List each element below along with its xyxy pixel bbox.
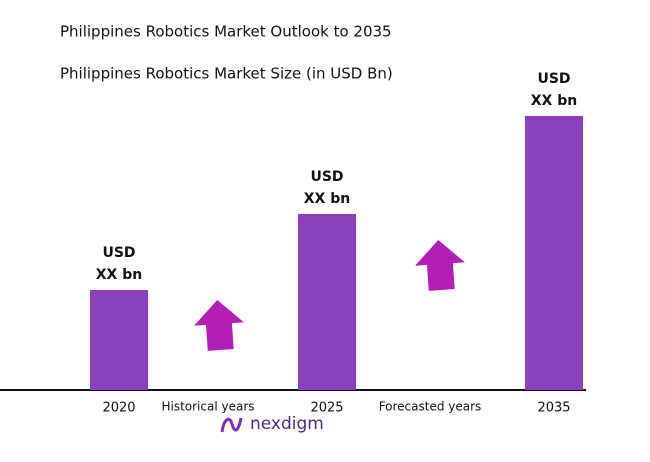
- bar-annotation: USD: [537, 71, 570, 87]
- bar: [90, 290, 148, 390]
- bar: [525, 116, 583, 390]
- x-tick-label: 2025: [310, 401, 343, 416]
- bar: [298, 214, 356, 390]
- logo: nexdigm: [220, 414, 324, 434]
- growth-arrow: [193, 300, 244, 351]
- x-tick-label: 2020: [102, 401, 135, 416]
- bar-annotation: USD: [102, 245, 135, 261]
- period-label: Forecasted years: [379, 400, 482, 414]
- chart-title: Philippines Robotics Market Outlook to 2…: [60, 23, 392, 41]
- bar-annotation: XX bn: [96, 267, 142, 283]
- bar-annotation: XX bn: [531, 93, 577, 109]
- logo-text: nexdigm: [250, 414, 324, 434]
- x-tick-label: 2035: [537, 401, 570, 416]
- period-label: Historical years: [161, 400, 254, 414]
- chart-subtitle: Philippines Robotics Market Size (in USD…: [60, 65, 393, 83]
- bar-annotation: USD: [310, 169, 343, 185]
- logo-mark: [220, 417, 243, 433]
- bar-annotation: XX bn: [304, 191, 350, 207]
- growth-arrow: [414, 240, 465, 291]
